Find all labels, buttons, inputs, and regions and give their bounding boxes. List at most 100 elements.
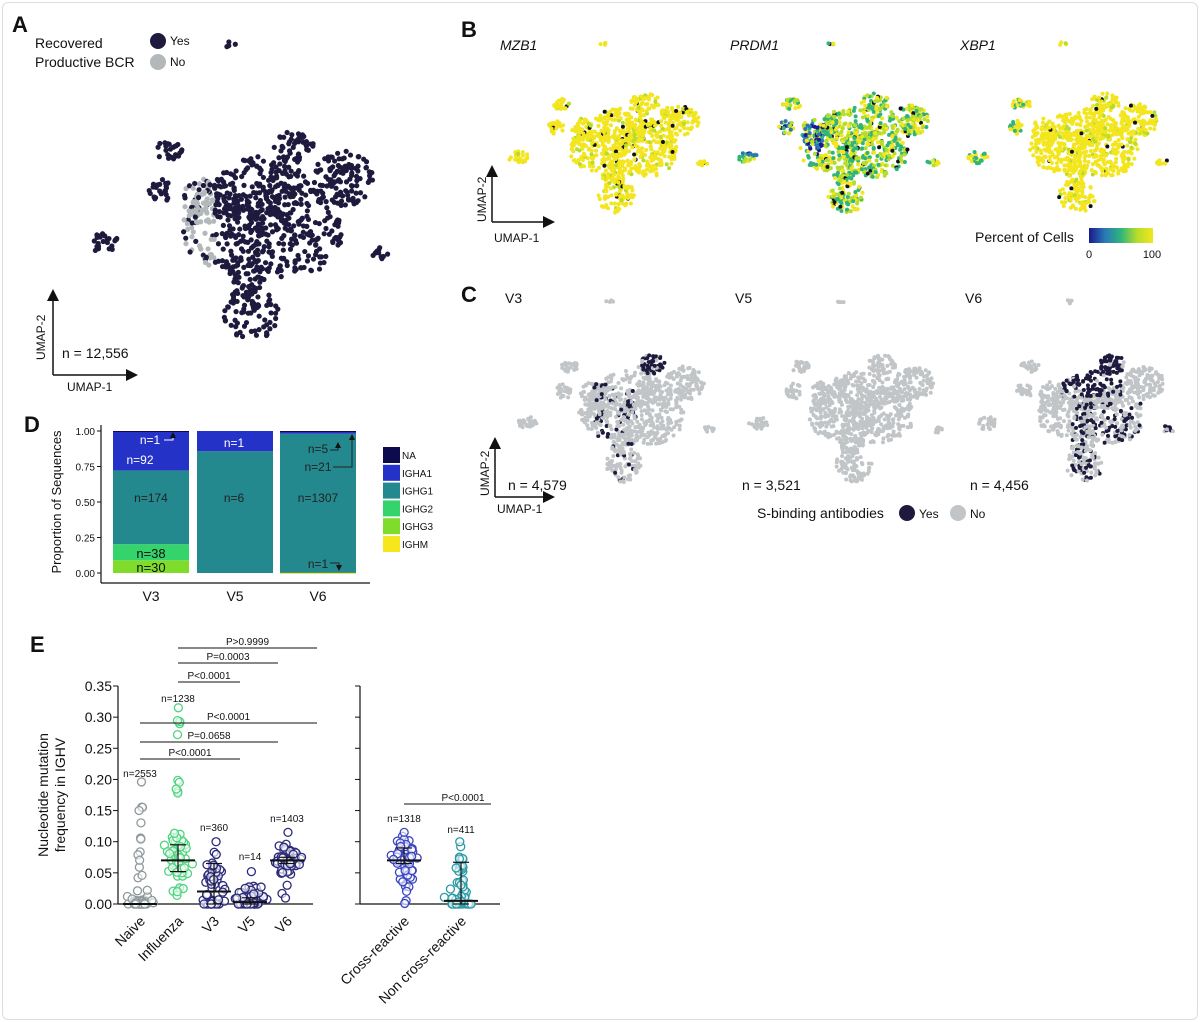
umap-point xyxy=(619,153,624,158)
umap-point xyxy=(204,210,210,216)
umap-point xyxy=(846,202,851,207)
umap-point xyxy=(589,427,594,432)
umap-point xyxy=(625,192,630,197)
umap-point xyxy=(858,108,863,113)
umap-point xyxy=(273,315,279,322)
umap-point xyxy=(228,252,235,258)
umap-point xyxy=(868,121,873,126)
umap-point xyxy=(1050,139,1055,144)
umap-point xyxy=(1021,102,1026,107)
umap-point xyxy=(675,132,680,137)
umap-point xyxy=(834,126,839,131)
umap-point xyxy=(611,439,616,444)
umap-point xyxy=(648,126,653,131)
umap-point xyxy=(173,153,179,159)
umap-point xyxy=(890,148,895,153)
umap-point xyxy=(841,112,846,117)
umap-point xyxy=(583,395,588,400)
umap-point xyxy=(286,139,293,145)
umap-point xyxy=(1093,153,1098,158)
umap-point xyxy=(1116,103,1121,108)
umap-point xyxy=(742,159,747,164)
umap-point xyxy=(155,144,161,150)
umap-point xyxy=(619,407,624,412)
umap-point xyxy=(385,251,391,257)
umap-point xyxy=(1028,147,1033,152)
umap-point xyxy=(1079,118,1084,123)
umap-point xyxy=(278,267,284,274)
umap-point xyxy=(605,432,610,437)
umap-point xyxy=(842,179,847,184)
umap-point xyxy=(216,202,222,208)
umap-point xyxy=(1030,135,1035,140)
umap-point xyxy=(857,125,862,130)
umap-point xyxy=(585,414,590,419)
umap-point xyxy=(618,142,623,147)
umap-point xyxy=(639,130,644,135)
umap-point xyxy=(1035,139,1040,144)
umap-point xyxy=(627,142,632,147)
umap-point xyxy=(754,153,759,158)
umap-point xyxy=(525,152,530,157)
umap-point xyxy=(1119,142,1124,147)
umap-point xyxy=(619,392,624,397)
umap-point xyxy=(159,177,166,183)
umap-point xyxy=(1068,164,1073,169)
umap-point xyxy=(638,155,643,160)
umap-point xyxy=(620,179,625,184)
umap-point xyxy=(675,381,680,386)
umap-point xyxy=(185,226,191,232)
umap-point xyxy=(632,152,637,157)
umap-point xyxy=(267,200,273,206)
umap-point xyxy=(320,182,326,189)
umap-point xyxy=(818,162,823,167)
umap-point xyxy=(166,141,172,147)
umap-point xyxy=(784,101,789,106)
umap-point xyxy=(1123,106,1128,111)
umap-point xyxy=(304,213,310,219)
umap-point xyxy=(645,123,650,128)
umap-point xyxy=(1040,124,1045,129)
umap-point xyxy=(679,397,684,402)
umap-point xyxy=(219,258,225,264)
umap-point xyxy=(591,412,596,417)
umap-point xyxy=(1080,188,1085,193)
umap-point xyxy=(619,131,624,136)
umap-point xyxy=(253,241,259,247)
umap-point xyxy=(274,175,280,181)
umap2-label: UMAP-2 xyxy=(34,314,48,360)
umap-point xyxy=(1046,136,1051,141)
umap-point xyxy=(303,143,310,149)
umap-point xyxy=(814,166,819,171)
umap-point xyxy=(821,128,826,133)
umap-point xyxy=(1163,161,1168,166)
umap-point xyxy=(1079,131,1084,136)
umap-point xyxy=(635,419,640,424)
umap-point xyxy=(645,167,650,172)
umap-point xyxy=(558,98,563,103)
umap-point xyxy=(552,103,557,108)
umap-point xyxy=(655,397,660,402)
umap-point xyxy=(641,367,646,372)
umap-point xyxy=(669,113,674,118)
umap-point xyxy=(597,196,602,201)
umap-point xyxy=(597,412,602,417)
umap-point xyxy=(249,184,255,190)
umap-point xyxy=(865,93,870,98)
umap-point xyxy=(625,186,630,191)
umap-point xyxy=(271,160,277,166)
umap-point xyxy=(689,396,694,401)
umap-point xyxy=(233,168,239,174)
umap-point xyxy=(610,401,615,406)
umap-point xyxy=(870,142,875,147)
umap-point xyxy=(821,123,826,128)
umap-point xyxy=(1079,201,1084,206)
umap-point xyxy=(619,386,624,391)
umap-point xyxy=(563,106,568,111)
umap-point xyxy=(1070,178,1075,183)
umap-point xyxy=(836,111,841,116)
umap-point xyxy=(1145,131,1150,136)
umap-point xyxy=(617,111,622,116)
umap-point xyxy=(1063,116,1068,121)
umap-point xyxy=(878,112,883,117)
